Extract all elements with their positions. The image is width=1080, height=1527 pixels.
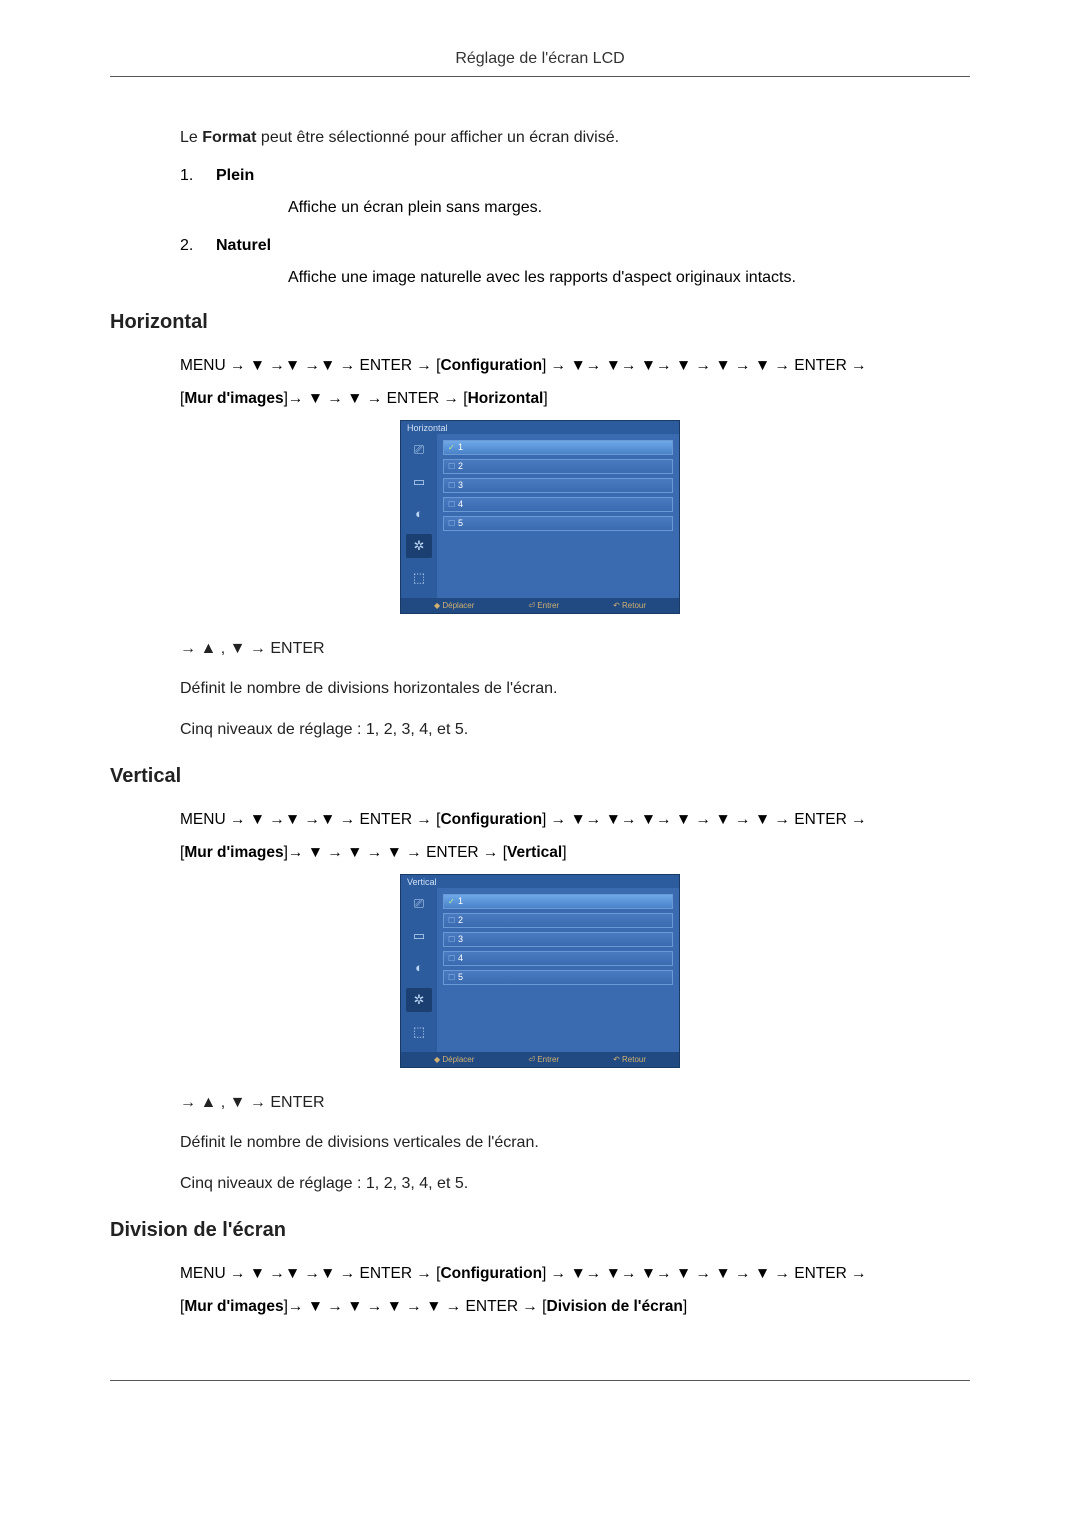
nav-path-division-2: [Mur d'images]→ ▼ → ▼ → ▼ → ▼ → ENTER → … xyxy=(180,1295,970,1320)
list-num: 2. xyxy=(180,237,198,255)
osd-row[interactable]: ☐3 xyxy=(443,932,673,947)
section-heading-horizontal: Horizontal xyxy=(110,311,970,334)
nav-path-division-1: MENU → ▼ →▼ →▼ → ENTER → [Configuration]… xyxy=(180,1262,970,1287)
osd-content: ✓1 ☐2 ☐3 ☐4 ☐5 xyxy=(437,434,679,598)
osd-row[interactable]: ☐4 xyxy=(443,951,673,966)
list-num: 1. xyxy=(180,167,198,185)
osd-menu-horizontal: Horizontal ⎚ ▭ ◐ ✲ ⬚ ✓1 ☐2 ☐3 ☐4 ☐5 ◆ Dé… xyxy=(400,420,680,614)
osd-footer-enter: ⏎ Entrer xyxy=(528,1055,559,1064)
list-label: Plein xyxy=(216,167,254,185)
footer-rule xyxy=(110,1380,970,1381)
osd-sidebar: ⎚ ▭ ◐ ✲ ⬚ xyxy=(401,888,437,1052)
format-list: 1. Plein Affiche un écran plein sans mar… xyxy=(180,167,970,287)
list-desc: Affiche un écran plein sans marges. xyxy=(288,199,970,217)
intro-format-word: Format xyxy=(202,129,256,146)
osd-icon[interactable]: ⎚ xyxy=(406,438,432,462)
osd-content: ✓1 ☐2 ☐3 ☐4 ☐5 xyxy=(437,888,679,1052)
list-desc: Affiche une image naturelle avec les rap… xyxy=(288,269,970,287)
osd-icon[interactable]: ⎚ xyxy=(406,892,432,916)
osd-icon[interactable]: ▭ xyxy=(406,924,432,948)
osd-row[interactable]: ✓1 xyxy=(443,894,673,909)
osd-title: Horizontal xyxy=(401,421,679,434)
osd-row[interactable]: ✓1 xyxy=(443,440,673,455)
osd-footer: ◆ Déplacer ⏎ Entrer ↶ Retour xyxy=(401,1052,679,1067)
osd-icon[interactable]: ◐ xyxy=(406,956,432,980)
list-item: 2. Naturel xyxy=(180,237,970,255)
osd-row[interactable]: ☐5 xyxy=(443,970,673,985)
osd-footer-back: ↶ Retour xyxy=(613,601,646,610)
nav-path-horizontal-2: [Mur d'images]→ ▼ → ▼ → ENTER → [Horizon… xyxy=(180,387,970,412)
osd-footer: ◆ Déplacer ⏎ Entrer ↶ Retour xyxy=(401,598,679,613)
list-label: Naturel xyxy=(216,237,271,255)
osd-icon[interactable]: ⬚ xyxy=(406,566,432,590)
osd-icon[interactable]: ▭ xyxy=(406,470,432,494)
desc-vertical-1: Définit le nombre de divisions verticale… xyxy=(180,1132,970,1154)
osd-icon[interactable]: ◐ xyxy=(406,502,432,526)
page-header: Réglage de l'écran LCD xyxy=(110,50,970,77)
osd-icon-selected[interactable]: ✲ xyxy=(406,534,432,558)
after-nav-horizontal: → ▲ , ▼ → ENTER xyxy=(180,638,970,660)
intro-prefix: Le xyxy=(180,129,202,146)
section-heading-vertical: Vertical xyxy=(110,765,970,788)
osd-footer-move: ◆ Déplacer xyxy=(434,601,474,610)
osd-menu-vertical: Vertical ⎚ ▭ ◐ ✲ ⬚ ✓1 ☐2 ☐3 ☐4 ☐5 ◆ Dépl… xyxy=(400,874,680,1068)
desc-horizontal-1: Définit le nombre de divisions horizonta… xyxy=(180,678,970,700)
after-nav-vertical: → ▲ , ▼ → ENTER xyxy=(180,1092,970,1114)
osd-row[interactable]: ☐3 xyxy=(443,478,673,493)
osd-sidebar: ⎚ ▭ ◐ ✲ ⬚ xyxy=(401,434,437,598)
desc-vertical-2: Cinq niveaux de réglage : 1, 2, 3, 4, et… xyxy=(180,1173,970,1195)
intro-suffix: peut être sélectionné pour afficher un é… xyxy=(256,129,619,146)
nav-path-vertical-2: [Mur d'images]→ ▼ → ▼ → ▼ → ENTER → [Ver… xyxy=(180,841,970,866)
osd-footer-enter: ⏎ Entrer xyxy=(528,601,559,610)
osd-icon[interactable]: ⬚ xyxy=(406,1020,432,1044)
osd-footer-back: ↶ Retour xyxy=(613,1055,646,1064)
nav-path-vertical-1: MENU → ▼ →▼ →▼ → ENTER → [Configuration]… xyxy=(180,808,970,833)
section-heading-division: Division de l'écran xyxy=(110,1219,970,1242)
osd-row[interactable]: ☐5 xyxy=(443,516,673,531)
nav-path-horizontal-1: MENU → ▼ →▼ →▼ → ENTER → [Configuration]… xyxy=(180,354,970,379)
osd-row[interactable]: ☐2 xyxy=(443,913,673,928)
list-item: 1. Plein xyxy=(180,167,970,185)
osd-title: Vertical xyxy=(401,875,679,888)
osd-row[interactable]: ☐4 xyxy=(443,497,673,512)
intro-text: Le Format peut être sélectionné pour aff… xyxy=(180,127,970,149)
osd-row[interactable]: ☐2 xyxy=(443,459,673,474)
osd-icon-selected[interactable]: ✲ xyxy=(406,988,432,1012)
osd-footer-move: ◆ Déplacer xyxy=(434,1055,474,1064)
desc-horizontal-2: Cinq niveaux de réglage : 1, 2, 3, 4, et… xyxy=(180,719,970,741)
